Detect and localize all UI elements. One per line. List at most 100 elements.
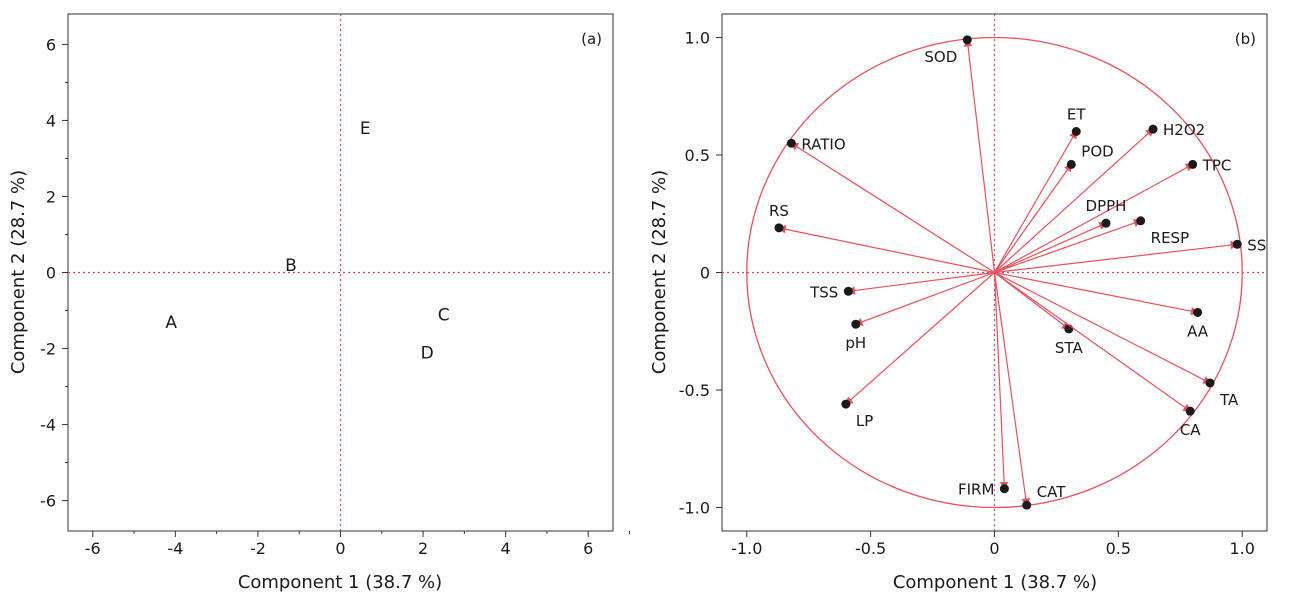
- loading-vector-ph: [854, 271, 995, 326]
- loading-vector-dpph: [994, 222, 1108, 274]
- loading-point-ta: [1205, 378, 1215, 388]
- loading-point-lp: [841, 399, 851, 409]
- loading-plot-y-axis-label: Component 2 (28.7 %): [649, 170, 670, 374]
- loading-point-ratio: [786, 138, 796, 148]
- loading-label-dpph: DPPH: [1086, 197, 1127, 215]
- loading-point-tpc: [1188, 159, 1198, 169]
- loading-vector-rs: [777, 225, 995, 274]
- loading-point-resp: [1136, 216, 1146, 226]
- loading-label-aa: AA: [1187, 322, 1209, 340]
- x-tick-label: 0: [989, 539, 999, 558]
- x-tick-label: 0.5: [1106, 539, 1131, 558]
- loading-point-rs: [774, 223, 784, 233]
- loading-vector-ta: [994, 271, 1212, 384]
- loading-point-dpph: [1101, 218, 1111, 228]
- y-tick-label: -4: [40, 416, 56, 435]
- loading-vector-resp: [994, 219, 1143, 274]
- loading-vector-pod: [994, 163, 1073, 273]
- x-tick-label: 6: [583, 539, 593, 558]
- score-point-d: D: [421, 343, 434, 363]
- x-tick-label: -4: [167, 539, 183, 558]
- loading-vector-tpc: [994, 163, 1195, 274]
- loading-label-ph: pH: [845, 334, 866, 352]
- x-tick-label: -2: [250, 539, 266, 558]
- score-plot-panel: -6 -4 -2 0 2 4 6 -6 -4 -2 0 2 4 6 A B CD E (a) Component…: [8, 13, 631, 593]
- score-plot-ticks: -6 -4 -2 0 2 4 6 -6 -4 -2 0 2 4 6: [40, 35, 631, 558]
- loading-vector-tss: [846, 271, 995, 295]
- loading-label-ss: SS: [1247, 236, 1266, 254]
- loading-label-lp: LP: [856, 412, 873, 430]
- x-tick-label: -6: [85, 539, 101, 558]
- y-tick-label: 0: [46, 264, 56, 283]
- loading-vector-firm: [993, 272, 1009, 491]
- loading-label-sta: STA: [1055, 339, 1084, 357]
- score-point-e: E: [360, 119, 371, 139]
- loading-plot-ticks: -1.0 -0.5 0 0.5 1.0 -1.0 -0.5 0 0.5 1.0: [679, 29, 1255, 559]
- loading-plot-x-axis-label: Component 1 (38.7 %): [893, 572, 1097, 593]
- loading-point-pod: [1066, 159, 1076, 169]
- loading-vector-h2o2: [994, 128, 1155, 273]
- score-plot-panel-label: (a): [581, 30, 602, 48]
- loading-plot-reference-lines: [722, 14, 1267, 531]
- loading-vector-cat: [993, 272, 1030, 507]
- loading-label-ratio: RATIO: [801, 135, 845, 153]
- y-tick-label: 0.5: [685, 146, 710, 165]
- y-tick-label: -2: [40, 340, 56, 359]
- loading-label-et: ET: [1067, 106, 1086, 124]
- y-tick-label: 1.0: [685, 29, 710, 48]
- x-tick-label: 4: [501, 539, 511, 558]
- x-tick-label: 2: [418, 539, 428, 558]
- loading-label-ta: TA: [1219, 391, 1239, 409]
- score-plot-reference-lines: [68, 14, 613, 531]
- y-tick-label: 6: [46, 35, 56, 54]
- loading-point-cat: [1022, 500, 1032, 510]
- loading-label-resp: RESP: [1151, 229, 1189, 247]
- y-tick-label: -6: [40, 492, 56, 511]
- unit-circle: [746, 36, 1243, 509]
- loading-point-tss: [843, 286, 853, 296]
- loading-vector-ratio: [789, 142, 995, 274]
- loading-point-h2o2: [1148, 124, 1158, 134]
- loading-point-ss: [1232, 239, 1242, 249]
- loading-point-firm: [999, 484, 1009, 494]
- score-point-a: A: [165, 313, 177, 333]
- loading-vector-lp: [844, 272, 995, 406]
- loading-label-sod: SOD: [924, 48, 957, 66]
- score-plot-points: A B CD E: [165, 119, 449, 363]
- loading-plot-vectors: SOD ET H2O2 POD TPC RATIO DPPH RESP RS SS TSS AA pH S…: [769, 35, 1266, 510]
- x-tick-label: -1.0: [731, 539, 762, 558]
- loading-vector-sod: [963, 38, 996, 273]
- y-tick-label: 0: [700, 264, 710, 283]
- loading-label-tss: TSS: [809, 283, 838, 301]
- loading-point-et: [1071, 127, 1081, 136]
- loading-label-rs: RS: [769, 202, 789, 220]
- loading-plot-unit-circle: [746, 36, 1243, 509]
- loading-point-ph: [851, 319, 861, 329]
- loading-label-h2o2: H2O2: [1163, 121, 1205, 139]
- x-tick-label: 0: [335, 539, 345, 558]
- loading-vector-ca: [994, 272, 1192, 413]
- loading-label-cat: CAT: [1037, 483, 1067, 501]
- loading-point-aa: [1193, 307, 1203, 317]
- loading-vector-et: [993, 130, 1078, 273]
- loading-label-tpc: TPC: [1202, 156, 1232, 174]
- x-tick-label: -0.5: [855, 539, 886, 558]
- y-tick-label: -1.0: [679, 499, 710, 518]
- loading-vector-aa: [994, 271, 1200, 316]
- score-point-b: B: [285, 256, 297, 276]
- loading-label-pod: POD: [1081, 142, 1113, 160]
- score-plot-y-axis-label: Component 2 (28.7 %): [8, 170, 29, 374]
- y-tick-label: 2: [46, 187, 56, 206]
- loading-plot-panel-label: (b): [1235, 30, 1256, 48]
- loading-point-sod: [962, 35, 972, 45]
- loading-point-ca: [1185, 406, 1195, 416]
- y-tick-label: -0.5: [679, 381, 710, 400]
- score-plot-x-axis-label: Component 1 (38.7 %): [238, 572, 442, 593]
- loading-vector-ss: [994, 240, 1239, 274]
- y-tick-label: 4: [46, 111, 56, 130]
- x-tick-label: 1.0: [1230, 539, 1255, 558]
- loading-plot-panel: -1.0 -0.5 0 0.5 1.0 -1.0 -0.5 0 0.5 1.0 SOD ET H2O2…: [649, 13, 1268, 593]
- score-point-c: C: [438, 305, 450, 325]
